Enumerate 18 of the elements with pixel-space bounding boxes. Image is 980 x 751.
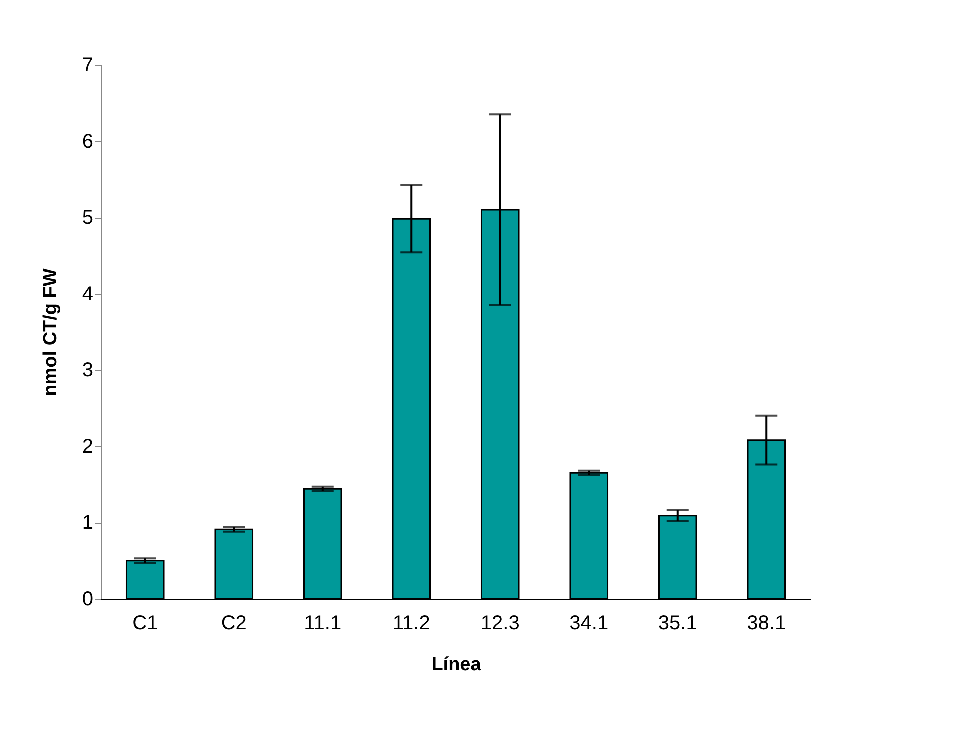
x-tick-label: 11.1 — [304, 612, 342, 634]
x-tick-label: 38.1 — [747, 612, 786, 634]
x-tick-label: 35.1 — [658, 612, 698, 634]
y-tick-label: 6 — [82, 130, 94, 153]
x-axis-title: Línea — [432, 654, 482, 676]
y-tick-label: 4 — [82, 283, 94, 306]
x-tick-label: C2 — [221, 612, 247, 634]
y-tick-label: 7 — [82, 54, 94, 76]
y-tick-label: 0 — [82, 588, 94, 610]
y-tick-label: 3 — [82, 360, 94, 382]
y-tick-label: 5 — [82, 207, 94, 230]
x-tick-label: 12.3 — [480, 612, 520, 634]
y-tick-label: 1 — [82, 512, 94, 534]
x-tick-label: C1 — [132, 612, 158, 634]
x-tick-label: 11.2 — [392, 612, 430, 634]
y-axis-title: nmol CT/g FW — [40, 268, 62, 396]
x-tick-label: 34.1 — [570, 612, 609, 634]
y-tick-label: 2 — [82, 436, 94, 458]
